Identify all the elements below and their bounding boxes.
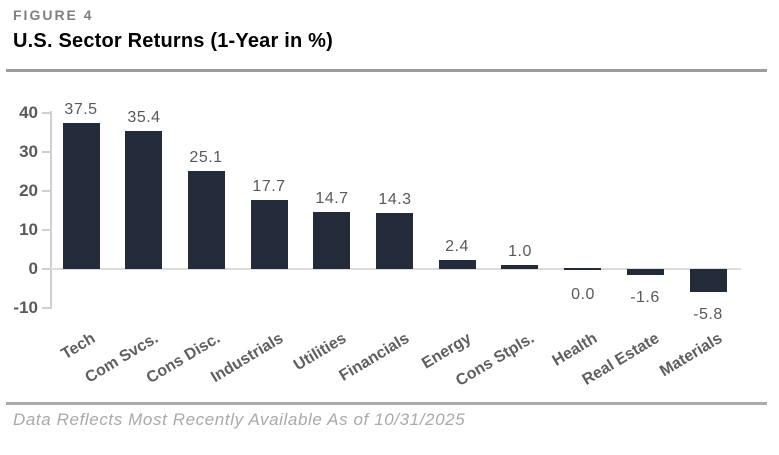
bar — [125, 131, 162, 269]
bar — [439, 260, 476, 269]
zero-line — [51, 268, 741, 270]
y-axis-tick — [42, 151, 51, 153]
figure-label: FIGURE 4 — [13, 7, 94, 23]
bar-value-label: 37.5 — [64, 101, 98, 118]
bar — [63, 123, 100, 269]
footer-note: Data Reflects Most Recently Available As… — [13, 410, 466, 429]
bar-value-label: 14.7 — [315, 190, 349, 207]
bar-value-label: -1.6 — [630, 289, 660, 306]
y-axis-tick-label: 0 — [28, 259, 38, 278]
y-axis-line — [50, 111, 52, 309]
y-axis-tick — [42, 112, 51, 114]
bar — [251, 200, 288, 269]
chart-title: U.S. Sector Returns (1-Year in %) — [13, 30, 334, 52]
bar — [313, 212, 350, 269]
bar — [627, 269, 664, 275]
y-axis-tick — [42, 268, 51, 270]
bar-value-label: 35.4 — [127, 109, 161, 126]
y-axis-tick-label: 10 — [19, 220, 38, 239]
bar — [564, 268, 601, 270]
bar — [501, 265, 538, 269]
bar — [188, 171, 225, 269]
y-axis-tick-label: -10 — [13, 298, 38, 317]
y-axis-tick-label: 20 — [19, 181, 38, 200]
bar-value-label: 14.3 — [378, 191, 412, 208]
title-divider — [6, 69, 767, 72]
bar-value-label: 1.0 — [508, 243, 532, 260]
bar-value-label: 0.0 — [571, 286, 595, 303]
bar — [690, 269, 727, 292]
bar-value-label: -5.8 — [693, 306, 723, 323]
bar-value-label: 25.1 — [189, 149, 223, 166]
y-axis-tick — [42, 229, 51, 231]
y-axis-tick — [42, 307, 51, 309]
bar — [376, 213, 413, 269]
bar-value-label: 17.7 — [252, 178, 286, 195]
y-axis-tick-label: 40 — [19, 103, 38, 122]
bar-value-label: 2.4 — [445, 238, 469, 255]
y-axis-tick-label: 30 — [19, 142, 38, 161]
y-axis-tick — [42, 190, 51, 192]
footer-divider — [6, 402, 767, 405]
